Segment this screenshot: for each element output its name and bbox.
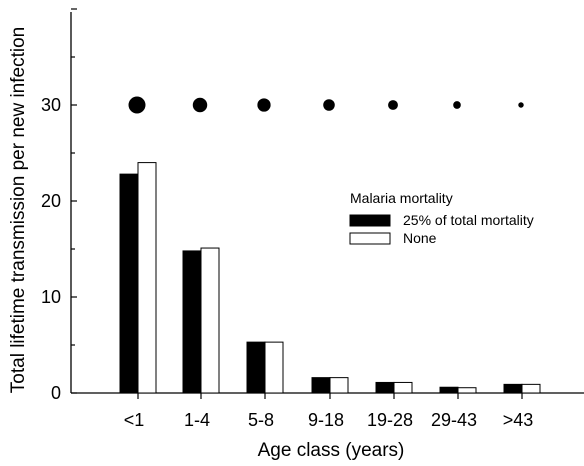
- legend-label-series-1: 25% of total mortality: [403, 212, 534, 228]
- y-tick-label: 20: [41, 191, 61, 211]
- y-tick-label: 0: [51, 383, 61, 403]
- size-dot: [388, 100, 398, 110]
- dots: [128, 96, 524, 114]
- bar-series-1: [182, 250, 202, 394]
- x-ticks: <1 1-4 5-8 9-18 19-28 29-43 >43: [124, 393, 534, 430]
- x-tick-label: <1: [124, 410, 145, 430]
- x-tick-label: 19-28: [367, 410, 413, 430]
- size-dot: [192, 97, 208, 113]
- size-dot: [128, 96, 146, 114]
- y-ticks: 0 10 20 30: [41, 8, 77, 403]
- legend-swatch-series-1: [349, 214, 391, 227]
- bar-series-2: [393, 381, 413, 394]
- bar-series-2: [329, 377, 349, 394]
- y-tick-label: 30: [41, 95, 61, 115]
- x-tick-label: 9-18: [308, 410, 344, 430]
- bar-series-1: [119, 173, 139, 394]
- bar-series-1: [503, 383, 523, 394]
- bar-series-1: [375, 381, 395, 394]
- x-tick-label: 1-4: [184, 410, 210, 430]
- x-tick-label: 5-8: [248, 410, 274, 430]
- bar-series-2: [521, 383, 541, 394]
- size-dot: [257, 98, 271, 112]
- bar-series-2: [457, 387, 477, 394]
- bar-series-2: [200, 247, 220, 394]
- legend-label-series-2: None: [403, 230, 437, 246]
- bars: [119, 162, 541, 394]
- x-axis-title: Age class (years): [258, 440, 405, 461]
- bar-series-1: [246, 341, 266, 394]
- size-dot: [453, 101, 461, 109]
- legend: Malaria mortality 25% of total mortality…: [349, 190, 534, 246]
- bar-series-1: [311, 377, 331, 394]
- bar-series-2: [264, 341, 284, 394]
- y-axis-title: Total lifetime transmission per new infe…: [8, 27, 29, 393]
- legend-swatch-series-2: [349, 232, 391, 245]
- x-tick-label: >43: [503, 410, 534, 430]
- x-tick-label: 29-43: [431, 410, 477, 430]
- size-dot: [323, 99, 335, 111]
- size-dot: [518, 102, 524, 108]
- bar-series-1: [439, 386, 459, 394]
- y-tick-label: 10: [41, 287, 61, 307]
- bar-series-2: [137, 162, 157, 394]
- legend-title: Malaria mortality: [350, 190, 453, 206]
